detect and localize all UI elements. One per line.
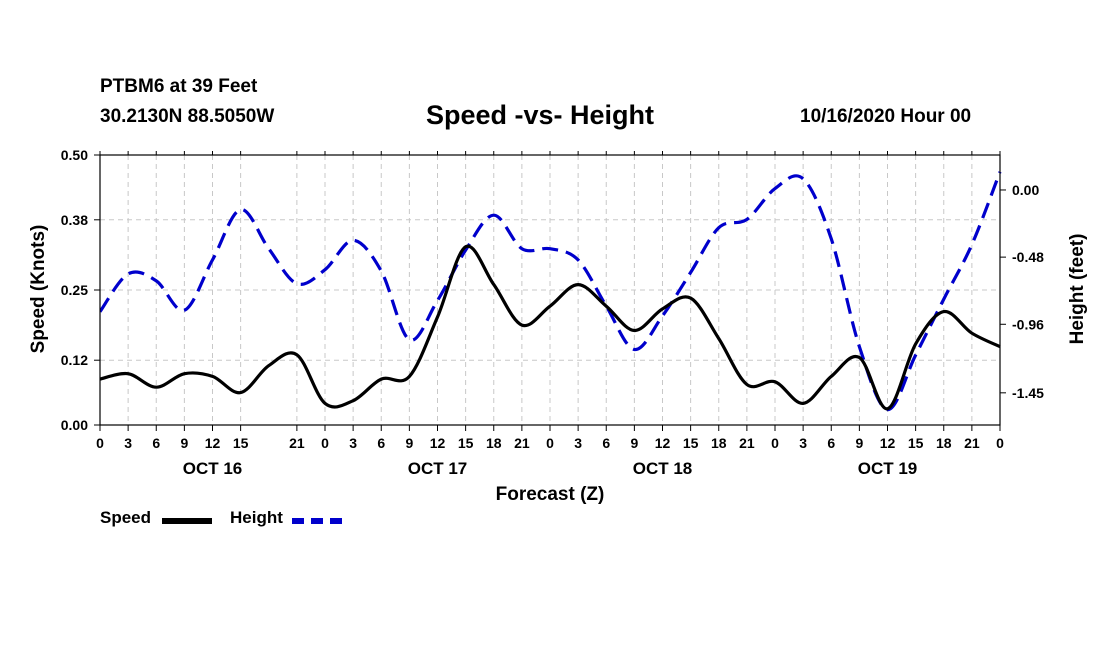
x-tick-label: 6 bbox=[602, 435, 610, 451]
x-tick-label: 12 bbox=[205, 435, 221, 451]
x-tick-label: 21 bbox=[289, 435, 305, 451]
x-tick-label: 9 bbox=[405, 435, 413, 451]
x-tick-label: 3 bbox=[799, 435, 807, 451]
x-tick-label: 0 bbox=[96, 435, 104, 451]
x-axis-title: Forecast (Z) bbox=[496, 484, 605, 505]
forecast-run-time: 10/16/2020 Hour 00 bbox=[800, 106, 972, 127]
y-right-tick-label: -0.48 bbox=[1012, 249, 1044, 265]
x-tick-label: 9 bbox=[630, 435, 638, 451]
y-axis-left-title: Speed (Knots) bbox=[28, 225, 49, 354]
x-tick-label: 18 bbox=[936, 435, 952, 451]
x-tick-label: 0 bbox=[996, 435, 1004, 451]
x-tick-label: 15 bbox=[683, 435, 699, 451]
x-tick-label: 15 bbox=[458, 435, 474, 451]
x-tick-label: 15 bbox=[233, 435, 249, 451]
x-tick-label: 18 bbox=[486, 435, 502, 451]
legend-speed-swatch bbox=[162, 518, 212, 524]
day-label: OCT 19 bbox=[858, 459, 918, 478]
y-left-tick-label: 0.50 bbox=[61, 147, 88, 163]
y-axis-right-title: Height (feet) bbox=[1067, 234, 1088, 345]
y-right-tick-label: -0.96 bbox=[1012, 316, 1044, 332]
x-tick-label: 12 bbox=[430, 435, 446, 451]
y-left-tick-label: 0.12 bbox=[61, 352, 88, 368]
x-tick-label: 9 bbox=[855, 435, 863, 451]
x-tick-label: 12 bbox=[880, 435, 896, 451]
x-tick-label: 3 bbox=[574, 435, 582, 451]
x-tick-label: 9 bbox=[180, 435, 188, 451]
legend-height-label: Height bbox=[230, 508, 283, 527]
x-tick-label: 6 bbox=[152, 435, 160, 451]
x-tick-label: 0 bbox=[321, 435, 329, 451]
series-line-speed bbox=[100, 244, 1001, 411]
legend-speed-label: Speed bbox=[100, 508, 152, 527]
x-tick-label: 21 bbox=[739, 435, 755, 451]
station-name: PTBM6 at 39 Feet bbox=[100, 76, 258, 97]
grid bbox=[100, 155, 1000, 425]
station-coordinates: 30.2130N 88.5050W bbox=[100, 106, 275, 127]
y-left-tick-label: 0.00 bbox=[61, 417, 88, 433]
axis-labels: Forecast (Z) Speed (Knots) Height (feet) bbox=[28, 225, 1088, 505]
x-tick-label: 6 bbox=[377, 435, 385, 451]
y-left-tick-label: 0.25 bbox=[61, 282, 88, 298]
legend-height-swatch bbox=[292, 518, 342, 524]
chart-title: Speed -vs- Height bbox=[426, 100, 655, 130]
ticks: 0 3 6 9 12 15 21 0 3 6 9 12 15 18 21 0 3 6 9 12 15 18 21 0 3 6 9 12… bbox=[61, 147, 1044, 478]
day-label: OCT 16 bbox=[183, 459, 243, 478]
y-left-tick-label: 0.38 bbox=[61, 212, 88, 228]
x-tick-label: 21 bbox=[964, 435, 980, 451]
day-label: OCT 17 bbox=[408, 459, 468, 478]
x-tick-label: 18 bbox=[711, 435, 727, 451]
x-tick-label: 21 bbox=[514, 435, 530, 451]
y-right-tick-label: 0.00 bbox=[1012, 182, 1039, 198]
x-tick-label: 3 bbox=[349, 435, 357, 451]
x-tick-label: 0 bbox=[546, 435, 554, 451]
y-right-tick-label: -1.45 bbox=[1012, 385, 1044, 401]
x-tick-label: 6 bbox=[827, 435, 835, 451]
day-label: OCT 18 bbox=[633, 459, 693, 478]
x-tick-label: 0 bbox=[771, 435, 779, 451]
x-tick-label: 3 bbox=[124, 435, 132, 451]
series-layer bbox=[100, 171, 1002, 412]
x-tick-label: 15 bbox=[908, 435, 924, 451]
x-tick-label: 12 bbox=[655, 435, 671, 451]
series-line-height bbox=[100, 171, 1002, 412]
